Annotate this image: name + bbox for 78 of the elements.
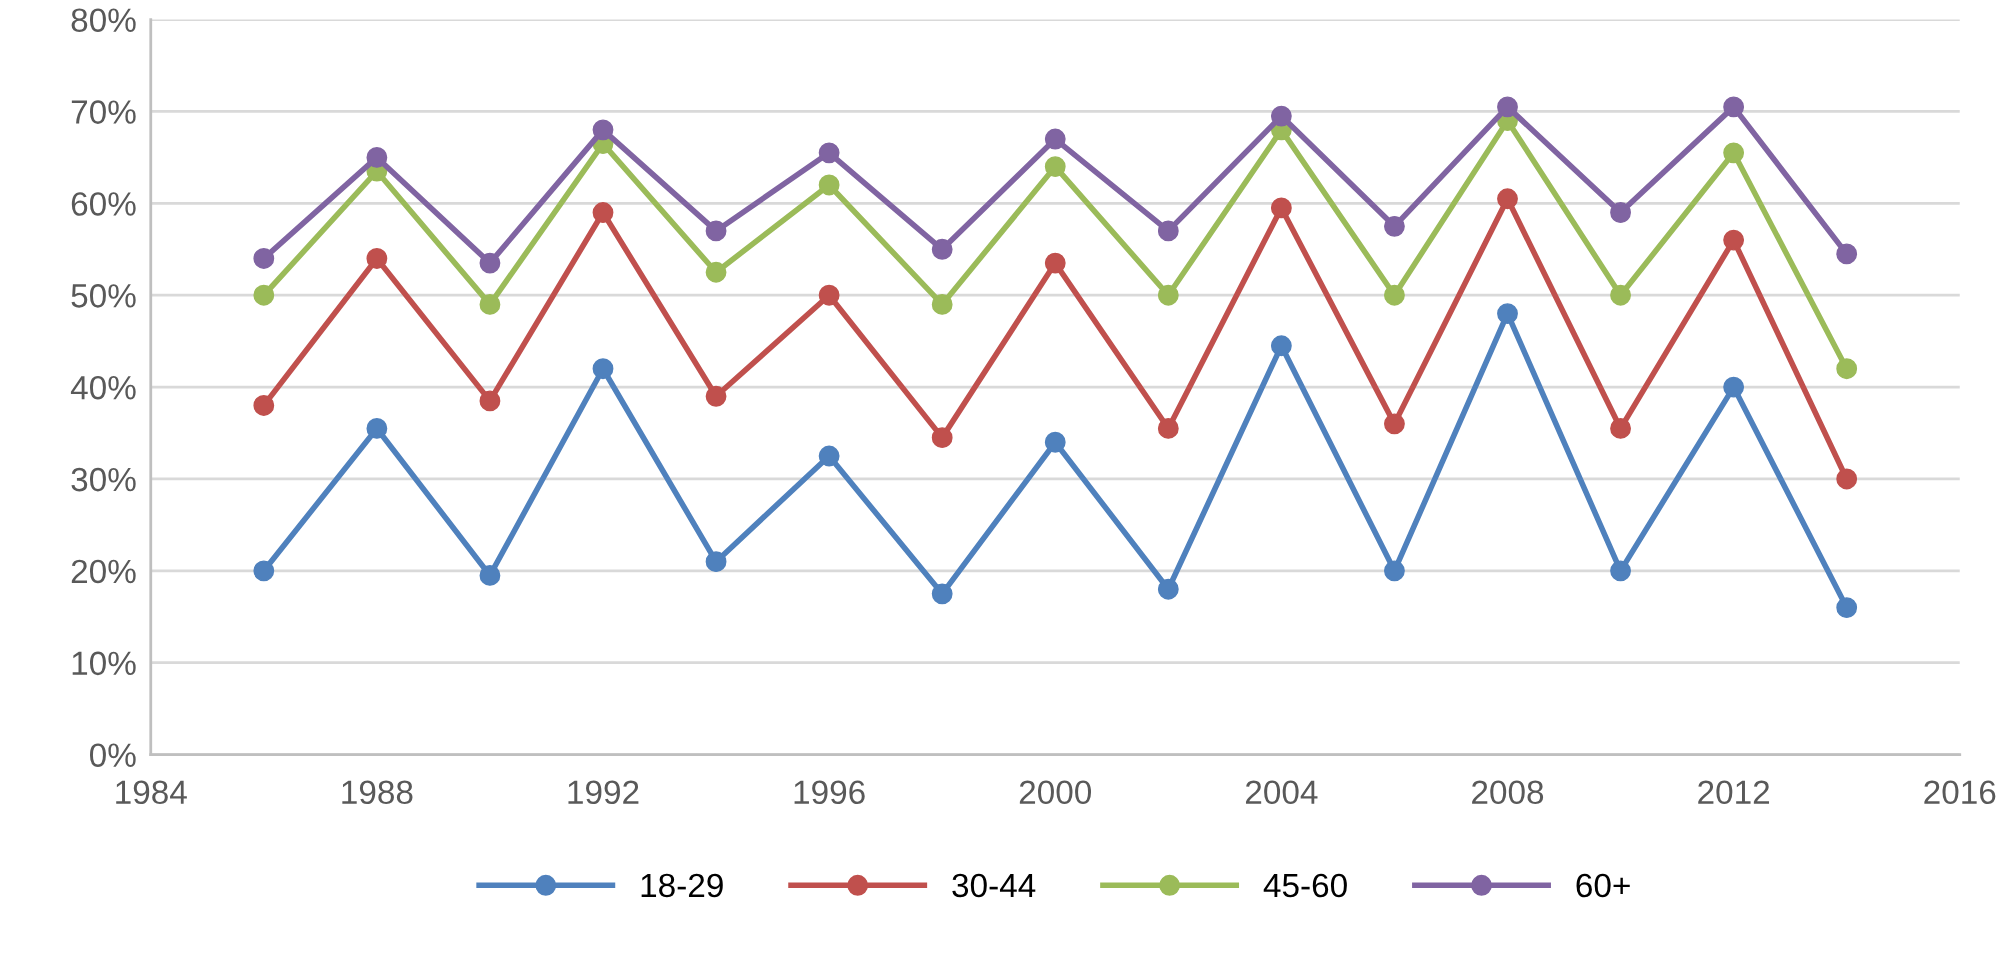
legend-label: 45-60 [1263, 873, 1347, 898]
y-tick-label: 10% [72, 651, 136, 676]
point [1836, 358, 1858, 380]
point [366, 418, 388, 439]
point [818, 284, 840, 306]
point [1270, 197, 1292, 219]
point [1157, 578, 1179, 600]
point [818, 142, 840, 164]
y-tick-label: 40% [70, 375, 136, 400]
legend-label: 18-29 [641, 873, 723, 898]
point [1836, 243, 1858, 265]
y-tick-label: 20% [71, 559, 136, 584]
point [479, 293, 501, 315]
x-tick-label: 2004 [1245, 780, 1318, 805]
x-tick-label: 1988 [342, 780, 413, 805]
point [818, 174, 840, 196]
point [1610, 560, 1631, 582]
point [705, 220, 727, 242]
point [1610, 418, 1631, 439]
legend-label: 30-44 [952, 873, 1036, 898]
point [1044, 156, 1066, 178]
y-tick-label: 80% [71, 8, 136, 33]
point [705, 261, 727, 283]
point [592, 202, 614, 223]
point [1384, 413, 1405, 435]
point [1723, 376, 1745, 398]
point [253, 248, 275, 269]
point [1723, 229, 1745, 251]
y-tick-label: 30% [71, 467, 136, 492]
x-tick-label: 2008 [1472, 780, 1544, 805]
point [1157, 284, 1179, 306]
point [479, 252, 501, 274]
x-tick-label: 1996 [794, 780, 865, 805]
point [705, 385, 727, 407]
x-tick-label: 1984 [116, 780, 187, 805]
point [1497, 303, 1518, 325]
y-tick-label: 60% [71, 192, 136, 216]
point [253, 284, 275, 306]
x-tick-label: 2012 [1698, 780, 1770, 805]
point [705, 551, 727, 573]
y-tick-label: 70% [71, 100, 136, 124]
point [931, 583, 953, 605]
point [1044, 252, 1066, 274]
point [479, 390, 501, 412]
point [1270, 105, 1292, 127]
point [931, 238, 953, 260]
point [253, 560, 275, 582]
point [931, 427, 953, 449]
x-tick-label: 2016 [1924, 780, 1996, 805]
y-tick-label: 50% [71, 284, 136, 308]
point [1610, 284, 1631, 306]
point [1270, 335, 1292, 357]
point [1610, 202, 1631, 223]
point [1044, 431, 1066, 453]
point [1723, 96, 1745, 118]
point [592, 358, 614, 380]
point [1836, 468, 1858, 490]
point [366, 146, 388, 168]
point [592, 119, 614, 141]
point [1044, 128, 1066, 150]
point [253, 395, 275, 416]
legend-label: 60+ [1576, 873, 1630, 898]
point [1497, 188, 1518, 210]
point [1836, 597, 1858, 619]
point [1497, 96, 1518, 118]
y-tick-label: 0% [89, 743, 136, 768]
point [818, 445, 840, 467]
point [366, 248, 388, 269]
point [1157, 220, 1179, 242]
x-tick-label: 2000 [1019, 780, 1092, 805]
point [1723, 142, 1745, 164]
point [479, 565, 501, 586]
point [1384, 215, 1405, 237]
x-tick-label: 1992 [568, 780, 639, 805]
point [1384, 284, 1405, 306]
point [1384, 560, 1405, 582]
point [931, 293, 953, 315]
point [1157, 418, 1179, 439]
